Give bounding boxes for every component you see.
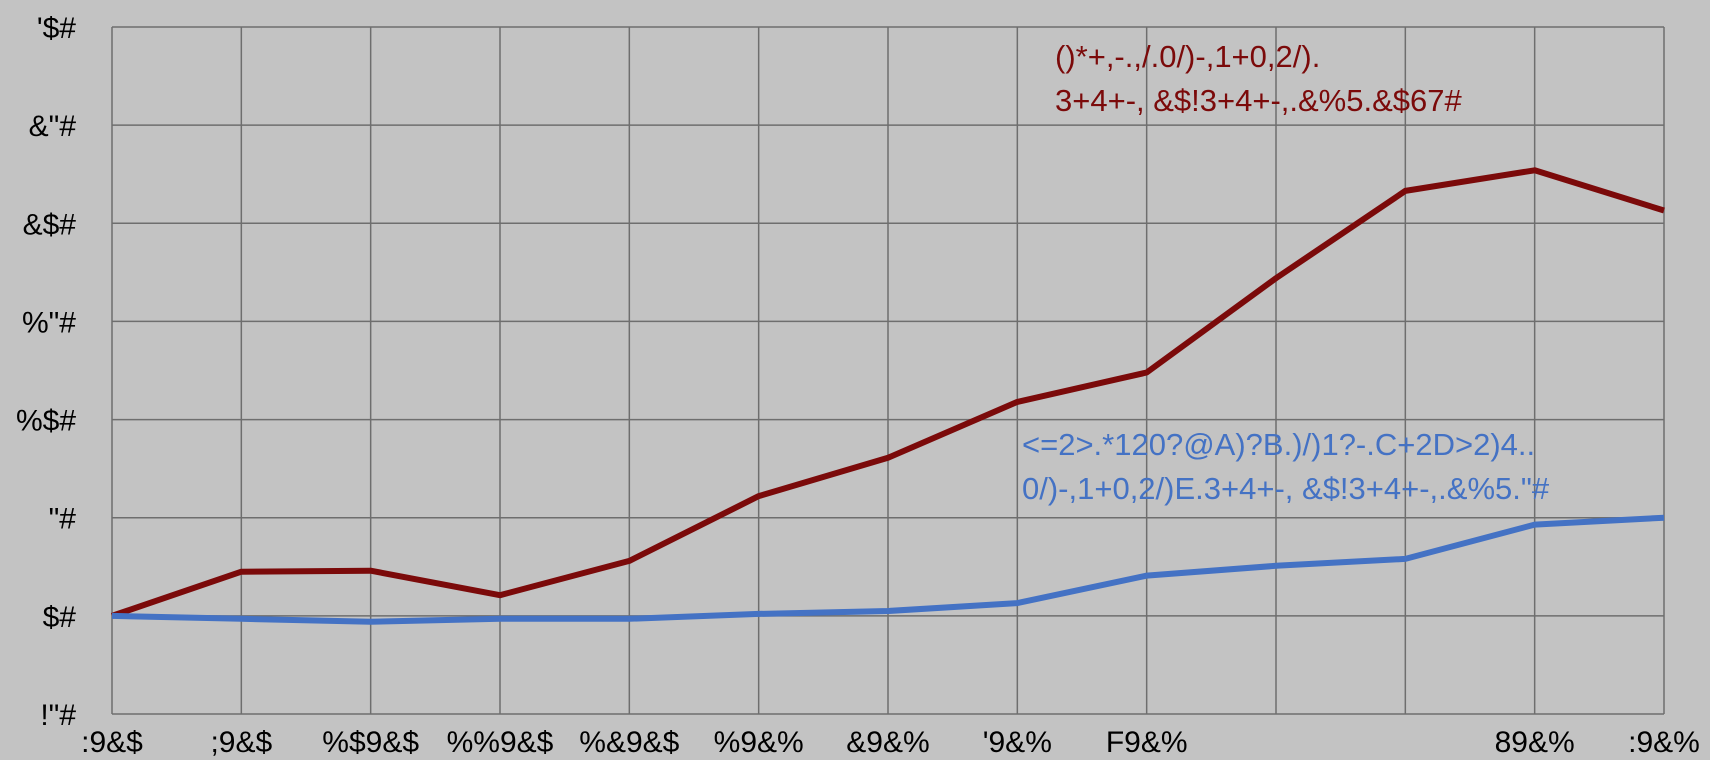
grid (111, 26, 1665, 715)
x-tick-label: 89&% (1495, 726, 1575, 759)
x-axis-tick-labels: :9&$ ;9&$ %$9&$ %%9&$ %&9&$ %9&% &9&% '9&% F9&% 8… (81, 726, 1700, 759)
y-tick-label: %"# (22, 306, 76, 339)
x-tick-label: &9&% (846, 726, 929, 759)
series-lines (111, 167, 1665, 625)
y-tick-label: %$# (16, 405, 76, 438)
x-tick-label: :9&% (1628, 726, 1700, 759)
x-tick-label: %%9&$ (447, 726, 554, 759)
annotation-red-line-1: ()*+,-.,/.0/)-,1+0,2/). (1055, 39, 1320, 74)
annotation-blue-series: <=2>.*120?@A)?B.)/)1?-.C+2D>2)4.. 0/)-,1… (1022, 427, 1550, 506)
y-axis-tick-labels: '$# &"# &$# %"# %$# "# $# !"# (16, 12, 76, 732)
y-tick-label: "# (49, 503, 77, 536)
y-tick-label: &"# (29, 110, 77, 143)
annotation-blue-line-2: 0/)-,1+0,2/)E.3+4+-, &$!3+4+-,.&%5."# (1022, 471, 1550, 506)
x-tick-label: '9&% (983, 726, 1052, 759)
series-line-1 (111, 167, 1665, 619)
x-tick-label: %&9&$ (579, 726, 679, 759)
x-tick-label: ;9&$ (210, 726, 272, 759)
y-tick-label: &$# (23, 208, 77, 241)
x-tick-label: :9&$ (81, 726, 143, 759)
annotation-red-line-2: 3+4+-, &$!3+4+-,.&%5.&$67# (1055, 83, 1462, 118)
y-tick-label: '$# (37, 12, 76, 45)
y-tick-label: $# (43, 601, 77, 634)
x-tick-label: %$9&$ (322, 726, 419, 759)
annotation-red-series: ()*+,-.,/.0/)-,1+0,2/). 3+4+-, &$!3+4+-,… (1055, 39, 1462, 118)
x-tick-label: %9&% (714, 726, 804, 759)
x-tick-label: F9&% (1106, 726, 1188, 759)
y-tick-label: !"# (40, 699, 76, 732)
annotation-blue-line-1: <=2>.*120?@A)?B.)/)1?-.C+2D>2)4.. (1022, 427, 1535, 462)
series-line-2 (111, 514, 1665, 625)
